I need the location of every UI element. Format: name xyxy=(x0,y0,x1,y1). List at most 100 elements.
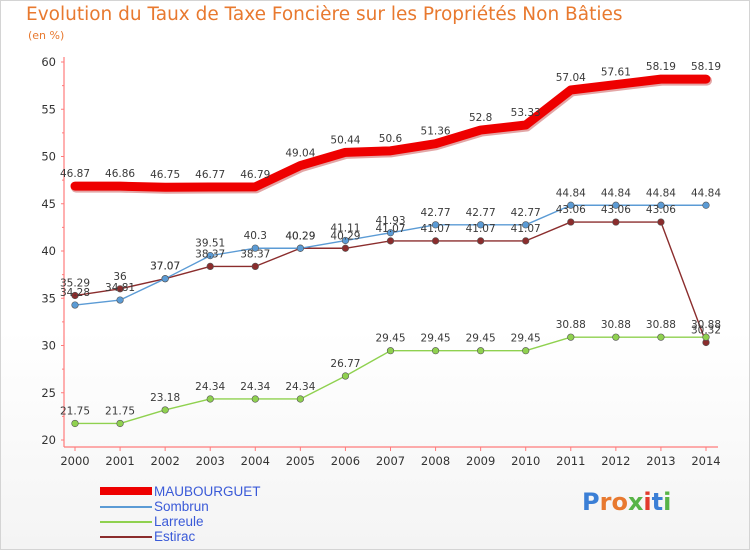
data-label: 30.88 xyxy=(556,319,586,331)
y-tick-label: 50 xyxy=(41,150,56,164)
data-label: 41.07 xyxy=(466,223,496,235)
data-point xyxy=(341,372,350,380)
data-label: 24.34 xyxy=(195,381,225,393)
data-label: 21.75 xyxy=(105,405,135,417)
data-label: 46.77 xyxy=(195,169,225,181)
data-label: 34.28 xyxy=(60,287,90,299)
data-point xyxy=(386,347,395,355)
data-label: 41.07 xyxy=(511,223,541,235)
data-point xyxy=(71,419,79,428)
data-point xyxy=(116,296,124,304)
data-label: 57.04 xyxy=(556,72,586,84)
data-point xyxy=(71,301,79,309)
data-label: 57.61 xyxy=(601,67,631,79)
data-label: 43.06 xyxy=(646,204,676,216)
data-label: 58.19 xyxy=(646,61,676,73)
data-point xyxy=(657,201,665,209)
x-tick-label: 2014 xyxy=(691,454,720,468)
data-label: 46.87 xyxy=(60,168,90,180)
legend-line-estirac xyxy=(100,536,152,538)
x-tick-label: 2002 xyxy=(151,454,180,468)
data-label: 53.33 xyxy=(511,107,541,119)
data-label: 42.77 xyxy=(421,207,451,219)
data-label: 37.07 xyxy=(150,261,180,273)
data-point xyxy=(251,395,259,403)
y-tick-label: 30 xyxy=(41,339,56,353)
data-label: 44.84 xyxy=(556,187,586,199)
data-point xyxy=(522,237,530,245)
data-point xyxy=(522,221,530,229)
y-tick-label: 25 xyxy=(41,386,56,400)
data-label: 44.84 xyxy=(601,187,631,199)
data-point xyxy=(296,244,304,252)
data-label: 44.84 xyxy=(646,187,676,199)
x-tick-label: 2013 xyxy=(646,454,675,468)
data-point xyxy=(386,229,395,237)
data-point xyxy=(296,395,304,403)
data-point xyxy=(431,237,440,245)
data-label: 42.77 xyxy=(466,207,496,219)
legend-label-sombrun: Sombrun xyxy=(154,499,209,514)
y-tick-label: 20 xyxy=(41,433,56,447)
y-tick-label: 60 xyxy=(41,55,56,69)
data-point xyxy=(567,201,575,209)
data-label: 30.88 xyxy=(601,319,631,331)
data-point xyxy=(251,244,259,252)
data-label: 50.6 xyxy=(379,133,403,145)
data-label: 50.44 xyxy=(330,134,360,146)
series-layer xyxy=(70,74,712,428)
data-point xyxy=(657,333,665,341)
data-label: 43.06 xyxy=(556,204,586,216)
data-label: 46.86 xyxy=(105,168,135,180)
data-point xyxy=(702,333,710,341)
data-point xyxy=(431,347,440,355)
data-label: 42.77 xyxy=(511,207,541,219)
data-label: 30.32 xyxy=(691,324,721,336)
x-tick-label: 2010 xyxy=(511,454,540,468)
data-label: 49.04 xyxy=(285,148,315,160)
x-tick-label: 2004 xyxy=(241,454,270,468)
data-label: 23.18 xyxy=(150,392,180,404)
data-point xyxy=(251,262,259,271)
proxiti-logo: Proxiti xyxy=(582,488,671,516)
logo-letter: P xyxy=(582,488,600,516)
data-label: 35.29 xyxy=(60,278,90,290)
x-tick-label: 2003 xyxy=(196,454,225,468)
data-point xyxy=(161,406,169,414)
legend-line-sombrun xyxy=(100,506,152,508)
data-label: 41.93 xyxy=(375,215,405,227)
data-label: 24.34 xyxy=(285,381,315,393)
data-label: 30.88 xyxy=(646,319,676,331)
logo-letter: r xyxy=(599,488,612,516)
data-label: 38.37 xyxy=(240,248,270,260)
data-label: 24.34 xyxy=(240,381,270,393)
y-tick-label: 45 xyxy=(41,197,56,211)
x-tick-label: 2000 xyxy=(60,454,89,468)
data-point xyxy=(567,218,575,226)
data-point xyxy=(116,285,124,293)
data-label: 40.29 xyxy=(285,230,315,242)
data-label: 46.75 xyxy=(150,169,180,181)
data-label: 30.88 xyxy=(691,319,721,331)
x-tick-label: 2011 xyxy=(556,454,585,468)
data-label: 29.45 xyxy=(421,333,451,345)
data-label: 26.77 xyxy=(330,358,360,370)
data-label: 37.07 xyxy=(150,261,180,273)
y-tick-label: 55 xyxy=(41,102,56,116)
data-label: 39.51 xyxy=(195,238,225,250)
data-label: 40.29 xyxy=(330,230,360,242)
data-label: 46.79 xyxy=(240,169,270,181)
data-point xyxy=(341,236,350,245)
data-label: 40.3 xyxy=(244,230,267,242)
data-label: 21.75 xyxy=(60,405,90,417)
data-label: 36 xyxy=(113,271,127,283)
data-label: 29.45 xyxy=(375,333,405,345)
data-label: 43.06 xyxy=(601,204,631,216)
data-label: 52.8 xyxy=(469,112,492,124)
x-tick-label: 2009 xyxy=(466,454,495,468)
logo-letter: t xyxy=(651,488,664,516)
data-point xyxy=(161,275,169,283)
chart-title: Evolution du Taux de Taxe Foncière sur l… xyxy=(26,4,623,25)
data-point xyxy=(612,333,620,341)
